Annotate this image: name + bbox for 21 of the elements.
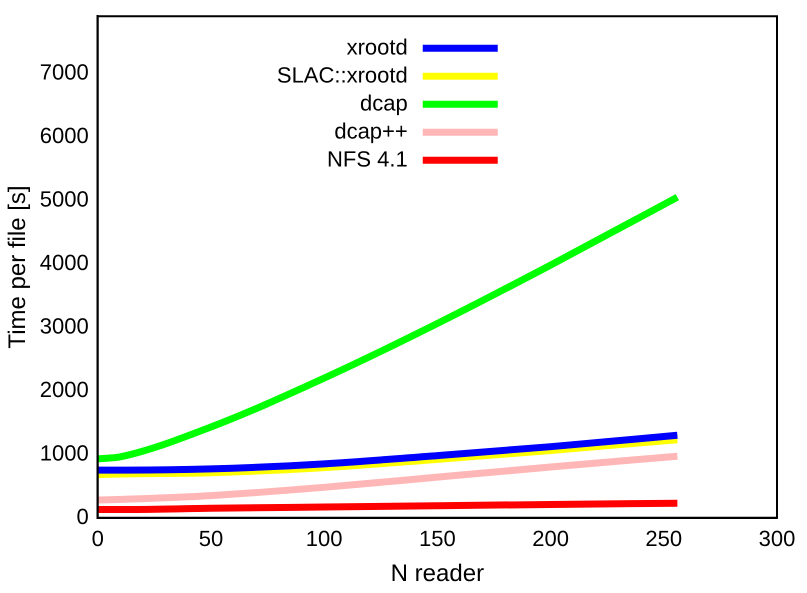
- legend-label: SLAC::xrootd: [276, 62, 408, 88]
- y-tick-label: 2000: [40, 376, 89, 402]
- y-tick-label: 3000: [40, 313, 89, 338]
- x-tick-label: 200: [532, 526, 569, 552]
- x-tick-label: 150: [419, 526, 456, 552]
- y-tick-label: 5000: [40, 186, 89, 212]
- x-tick-label: 250: [645, 526, 682, 552]
- y-axis-title: Time per file [s]: [4, 185, 32, 349]
- y-tick-label: 1000: [40, 440, 89, 466]
- x-tick-label: 300: [758, 526, 796, 552]
- y-tick-label: 4000: [40, 250, 89, 275]
- legend-label: dcap++: [334, 118, 408, 144]
- legend-label: dcap: [360, 90, 408, 116]
- y-tick-label: 7000: [40, 59, 89, 84]
- x-tick-label: 100: [306, 526, 343, 552]
- x-tick-label: 50: [198, 526, 224, 552]
- legend-label: xrootd: [346, 34, 408, 60]
- x-axis-title: N reader: [390, 560, 484, 588]
- y-tick-label: 0: [76, 504, 89, 529]
- legend-label: NFS 4.1: [327, 146, 408, 172]
- y-tick-label: 6000: [40, 122, 89, 148]
